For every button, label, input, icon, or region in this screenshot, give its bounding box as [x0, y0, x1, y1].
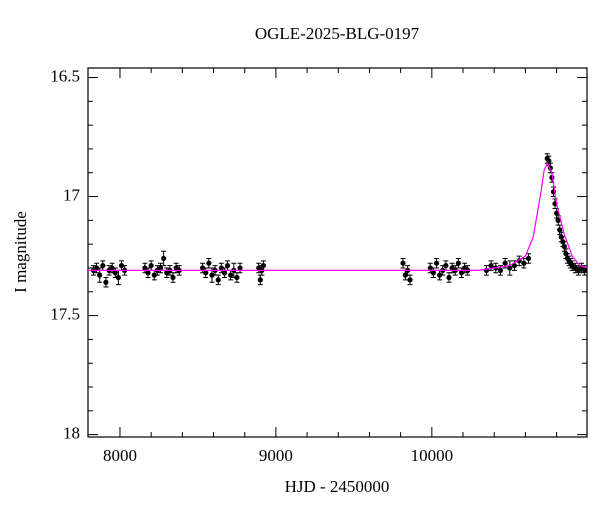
data-point [100, 262, 106, 269]
data-point [170, 274, 176, 281]
data-point [118, 262, 125, 269]
data-point [427, 265, 433, 271]
data-point [400, 260, 406, 266]
data-point [93, 265, 100, 271]
data-point [209, 272, 215, 278]
data-point [218, 265, 224, 271]
data-point [433, 260, 440, 266]
data-point [234, 274, 240, 281]
data-point [215, 277, 221, 283]
y-tick-label: 17 [63, 185, 81, 204]
model-curve [88, 161, 588, 271]
data-point [221, 270, 228, 276]
data-point [112, 270, 118, 276]
data-point [200, 265, 206, 271]
data-point [109, 265, 115, 271]
data-point [260, 262, 267, 269]
data-point [257, 277, 263, 283]
data-point [430, 270, 437, 276]
data-point [546, 158, 552, 164]
data-point [228, 272, 234, 278]
x-tick-label: 9000 [259, 446, 293, 465]
data-point [97, 272, 103, 278]
data-point [497, 267, 504, 273]
data-point [521, 260, 527, 266]
data-point [151, 272, 157, 278]
y-tick-label: 18 [63, 424, 80, 443]
data-point [407, 277, 413, 283]
x-tick-label: 8000 [103, 446, 137, 465]
data-point [437, 272, 443, 278]
plot-frame [87, 67, 588, 438]
data-point [555, 217, 561, 223]
data-point [203, 270, 209, 276]
data-point [161, 255, 167, 262]
y-tick-label: 16.5 [50, 66, 80, 85]
data-point [502, 260, 508, 266]
data-point [561, 243, 567, 250]
data-point [455, 260, 461, 266]
data-point [488, 262, 494, 269]
data-point [148, 262, 154, 269]
x-axis-label: HJD - 2450000 [285, 477, 390, 496]
data-point [446, 274, 452, 281]
y-axis-label: I magnitude [11, 211, 30, 293]
data-point [553, 210, 560, 216]
data-point [525, 255, 532, 262]
data-point [157, 265, 164, 271]
data-point [145, 270, 151, 276]
y-tick-label: 17.5 [50, 304, 80, 323]
data-point [511, 262, 518, 269]
x-tick-label: 10000 [411, 446, 454, 465]
data-point [224, 262, 231, 269]
data-point [115, 274, 122, 281]
data-point [458, 270, 465, 276]
data-point [103, 279, 109, 285]
chart-title: OGLE-2025-BLG-0197 [255, 24, 420, 43]
data-point [507, 265, 513, 271]
data-point [142, 265, 148, 271]
data-point [443, 262, 449, 269]
data-point [582, 267, 588, 273]
data-point [206, 260, 212, 266]
data-point [237, 265, 243, 271]
data-point [557, 227, 563, 233]
